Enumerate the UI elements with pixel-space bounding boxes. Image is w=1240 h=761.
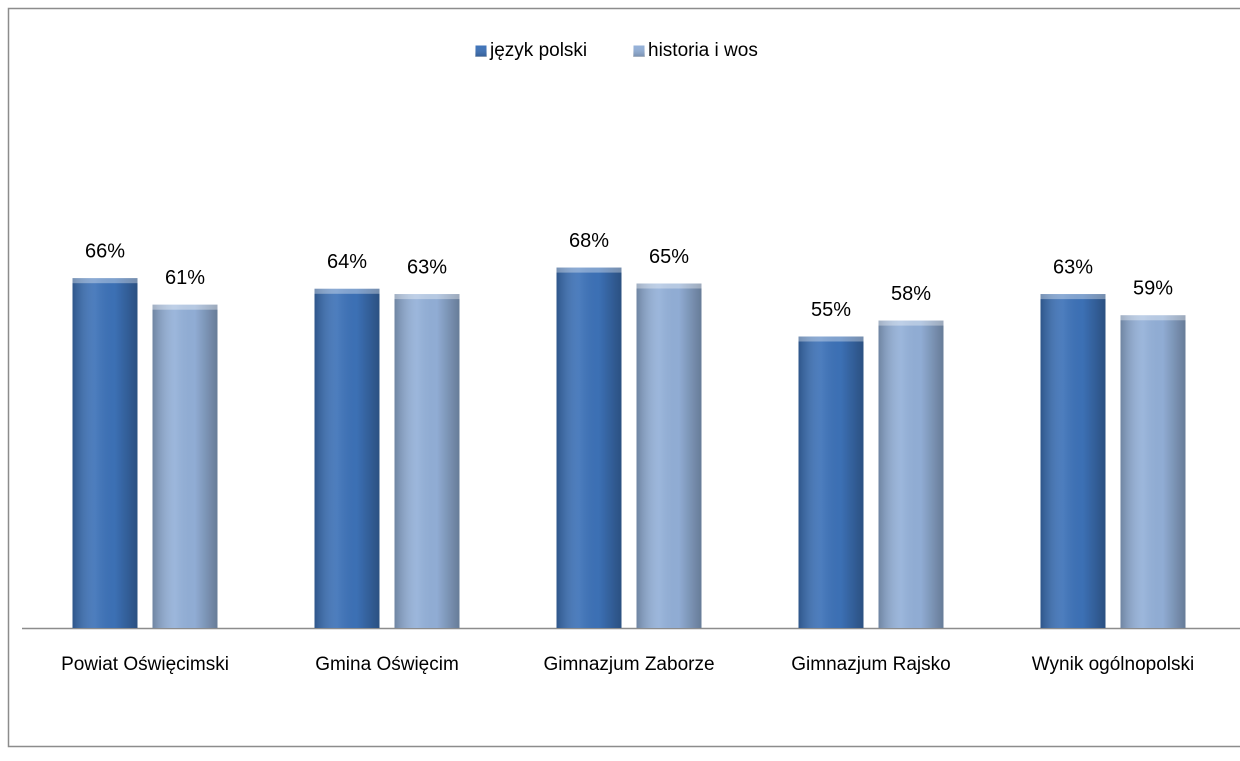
bar-cap <box>153 305 218 310</box>
bar-shade <box>73 278 138 628</box>
bar-shade <box>315 289 380 628</box>
data-label: 61% <box>165 267 205 289</box>
x-tick-label: Wynik ogólnopolski <box>1032 654 1194 675</box>
legend-swatch-shade <box>633 45 645 57</box>
x-tick-label: Gimnazjum Zaborze <box>543 654 714 675</box>
data-label: 63% <box>1053 256 1093 278</box>
bar-cap <box>557 268 622 273</box>
legend-label: historia i wos <box>648 40 758 61</box>
legend-label: język polski <box>489 40 587 61</box>
data-label: 63% <box>407 256 447 278</box>
data-label: 66% <box>85 240 125 262</box>
bar-shade <box>799 337 864 629</box>
legend-swatch-shade <box>475 45 487 57</box>
bar-shade <box>637 284 702 629</box>
data-label: 59% <box>1133 278 1173 300</box>
x-tick-label: Gmina Oświęcim <box>315 654 459 675</box>
bar-cap <box>1121 315 1186 320</box>
bar-shade <box>1041 294 1106 628</box>
bar-shade <box>153 305 218 628</box>
bar-shade <box>879 321 944 628</box>
bar-cap <box>315 289 380 294</box>
bar-cap <box>73 278 138 283</box>
bar-cap <box>879 321 944 326</box>
bar-shade <box>557 268 622 628</box>
bar-cap <box>799 337 864 342</box>
bar-shade <box>1121 315 1186 628</box>
bar-shade <box>395 294 460 628</box>
x-tick-label: Powiat Oświęcimski <box>61 654 229 675</box>
bar-cap <box>395 294 460 299</box>
data-label: 65% <box>649 246 689 268</box>
data-label: 64% <box>327 251 367 273</box>
data-label: 58% <box>891 283 931 305</box>
bar-cap <box>1041 294 1106 299</box>
x-tick-label: Gimnazjum Rajsko <box>791 654 950 675</box>
bar-cap <box>637 284 702 289</box>
data-label: 55% <box>811 299 851 321</box>
data-label: 68% <box>569 230 609 252</box>
